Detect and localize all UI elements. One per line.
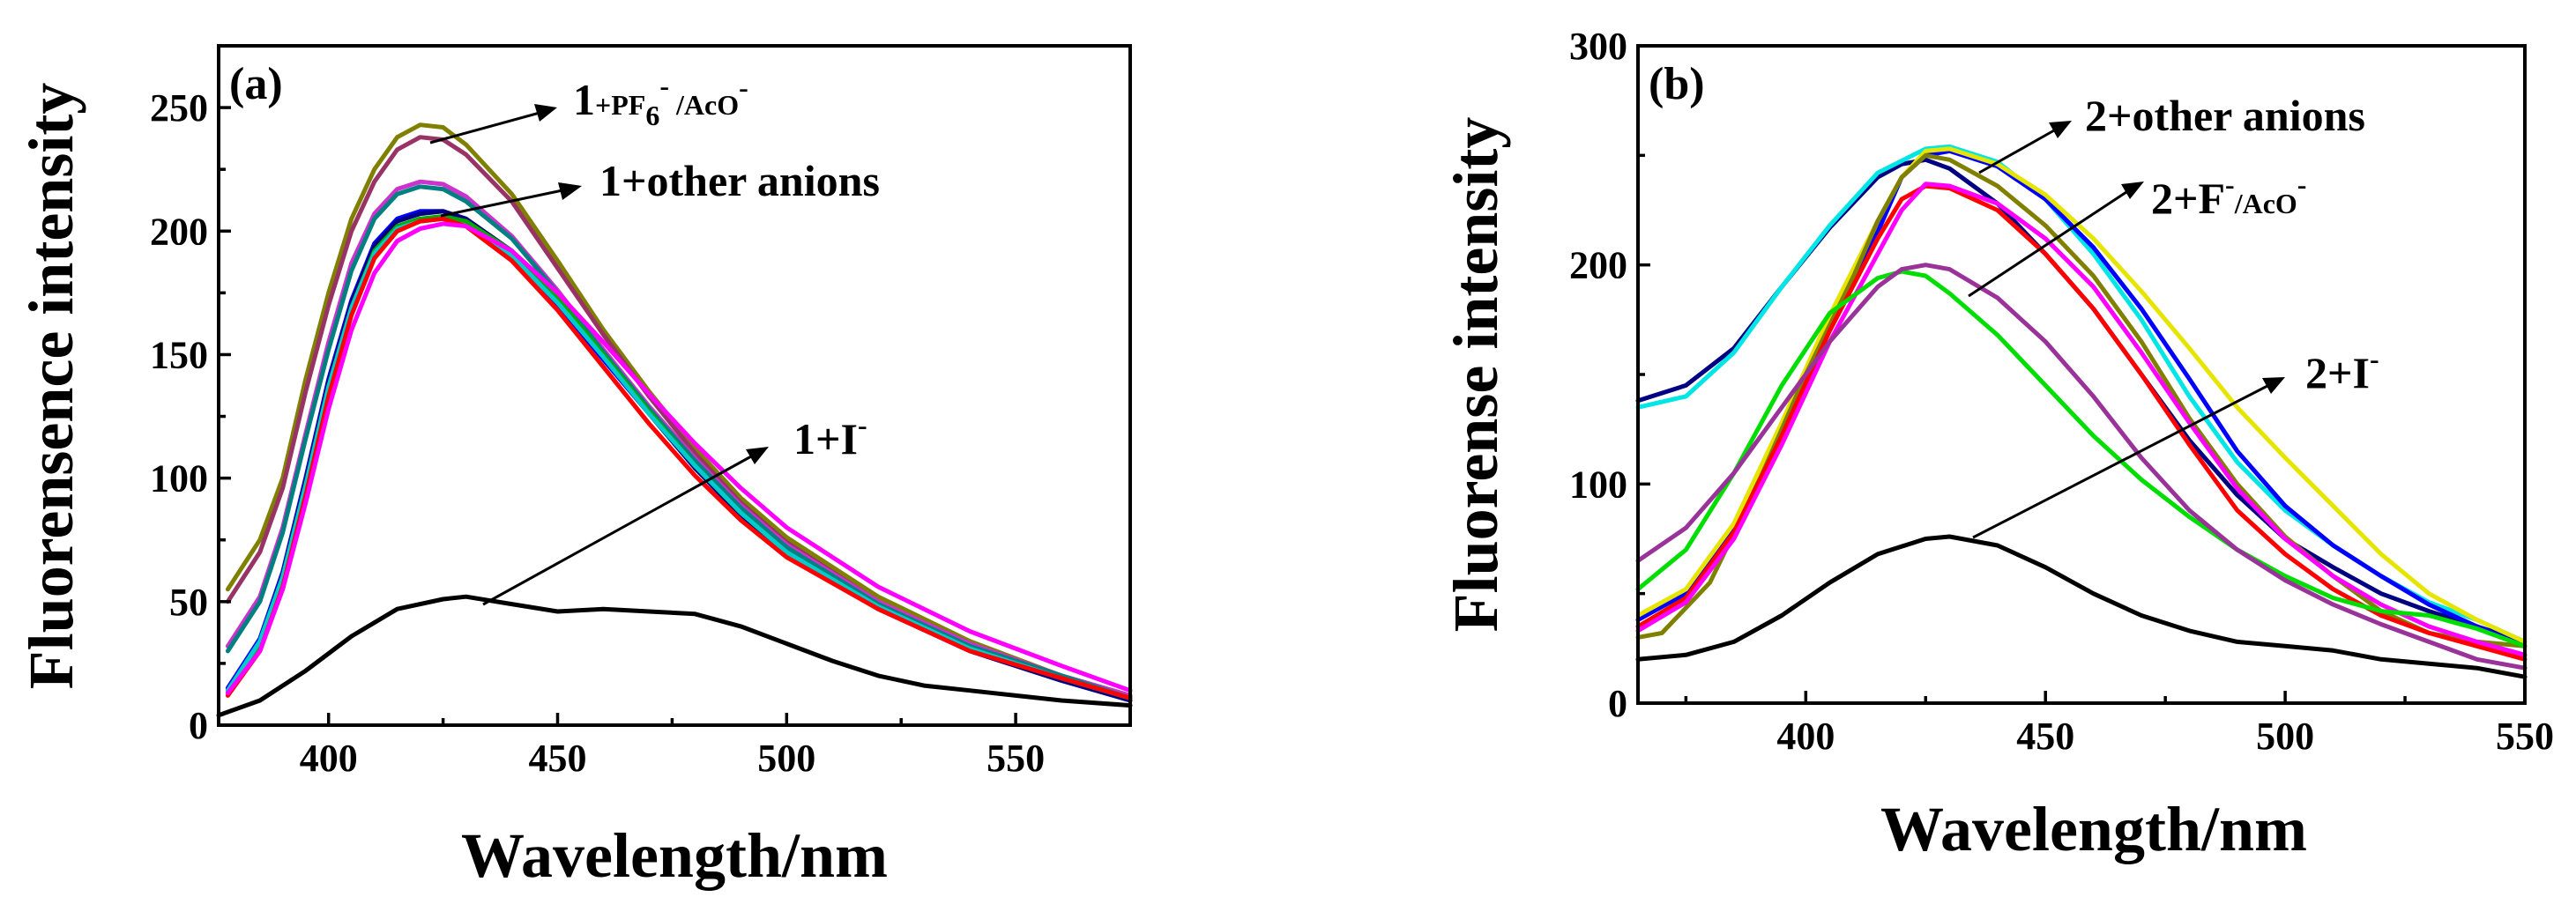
panel-a-curves <box>216 122 1133 718</box>
panel-b-series-2-i- <box>1635 534 2528 679</box>
panel-b-series-purple <box>1635 263 2528 671</box>
panel-b-chart: 400 450 500 550 0 100 200 300 (b) Wavelength/nm… <box>1441 25 2554 864</box>
panel-b-label-fluoride-sup: - <box>2225 168 2235 200</box>
panel-a-y-tick-label-50: 50 <box>169 581 208 624</box>
panel-b-arrowhead-fluoride-acetate <box>2121 182 2144 199</box>
panel-a-arrow-other-anions <box>440 189 563 218</box>
panel-a-label-iodide-sup: - <box>858 409 867 441</box>
panel-a-y-tick-label-100: 100 <box>150 457 208 500</box>
panel-b-series-green <box>1635 269 2528 648</box>
panel-b-arrow-other-anions <box>1978 129 2055 174</box>
panel-b-label-iodide-main: 2+I <box>2305 348 2370 397</box>
panel-a-y-axis-title: Fluorensence intensity <box>16 83 86 690</box>
panel-b-y-tick-label-0: 0 <box>1608 682 1627 725</box>
panel-b-x-tick-label-400: 400 <box>1776 715 1835 758</box>
panel-b-x-axis-title: Wavelength/nm <box>1880 794 2307 864</box>
panel-b-x-tick-label-450: 450 <box>2016 715 2074 758</box>
panel-a-x-axis-title: Wavelength/nm <box>461 820 888 891</box>
panel-a-series-1-i- <box>216 594 1133 718</box>
panel-a-series-magenta <box>225 221 1133 696</box>
panel-a-y-tick-label-250: 250 <box>150 86 208 130</box>
panel-a-series-teal <box>225 184 1133 700</box>
panel-a-series-red <box>225 216 1133 700</box>
panel-b-arrow-fluoride-acetate <box>1968 190 2127 298</box>
panel-b-curves <box>1635 144 2528 679</box>
panel-a-label-iodide-main: 1+I <box>793 414 858 463</box>
panel-a-label-pf6-rest: /AcO <box>669 89 739 121</box>
panel-a-arrowhead-iodide <box>746 447 769 464</box>
panel-a-series-1-pf6- <box>225 122 1133 698</box>
panel-a-label-pf6-small: +PF <box>595 89 645 121</box>
panel-a-arrow-iodide <box>482 455 752 606</box>
panel-b-series-magenta <box>1635 182 2528 657</box>
panel-a-label-pf6-main: 1 <box>573 75 595 124</box>
panel-b-label-fluoride-main: 2+F <box>2151 174 2225 223</box>
panel-b-y-tick-label-200: 200 <box>1569 244 1627 287</box>
panel-b-label-iodide: 2+I- <box>2305 343 2379 397</box>
panel-a-label-iodide: 1+I- <box>793 409 867 463</box>
panel-a-plot-frame <box>217 44 1132 727</box>
panel-a-label-pf6-acetate: 1+PF6- /AcO- <box>573 70 748 131</box>
panel-b-arrowhead-iodide <box>2262 377 2285 394</box>
panel-b-label-fluoride-acetate: 2+F-/AcO- <box>2151 168 2306 223</box>
panel-a-x-tick-label-500: 500 <box>757 737 815 780</box>
panel-a-series-magenta-high <box>225 179 1133 698</box>
panel-a-x-tick-label-400: 400 <box>300 737 358 780</box>
panel-a-y-tick-label-0: 0 <box>189 704 208 747</box>
panel-b-label-acetate: /AcO <box>2234 188 2297 219</box>
panel-b-ticks: 400 450 500 550 0 100 200 300 <box>1569 25 2554 758</box>
panel-a-arrowhead-other-anions <box>558 182 582 200</box>
panel-a-arrow-pf6-acetate <box>429 111 540 145</box>
panel-a-ticks: 400 450 500 550 0 50 100 150 200 250 <box>150 86 1132 780</box>
panel-a-x-tick-label-450: 450 <box>529 737 587 780</box>
panel-a-y-tick-label-200: 200 <box>150 210 208 253</box>
panel-a-label-other-anions: 1+other anions <box>599 156 880 205</box>
panel-b-y-axis-title: Fluorense intensity <box>1441 117 1511 633</box>
panel-a-y-tick-label-150: 150 <box>150 333 208 376</box>
panel-a-label-pf6-sup: - <box>659 70 669 101</box>
panel-a-label: (a) <box>229 59 283 109</box>
panel-b-label-iodide-sup: - <box>2370 343 2379 374</box>
panel-a-label-acetate-sup: - <box>739 71 748 103</box>
panel-a-x-tick-label-550: 550 <box>986 737 1045 780</box>
panel-b-label: (b) <box>1649 59 1705 109</box>
panel-b-label-other-anions: 2+other anions <box>2085 91 2365 140</box>
panel-b-arrowhead-other-anions <box>2049 121 2072 138</box>
panel-a-label-pf6-sub: 6 <box>645 100 659 131</box>
panel-b-x-tick-label-550: 550 <box>2496 715 2554 758</box>
panel-a-arrowhead-pf6-acetate <box>534 104 557 122</box>
panel-a-chart: 400 450 500 550 0 50 100 150 200 250 (a) Waveleng… <box>16 44 1133 891</box>
panel-b-y-tick-label-300: 300 <box>1569 25 1627 68</box>
panel-b-plot-frame <box>1636 44 2527 705</box>
panel-b-series-olive <box>1635 152 2528 648</box>
panel-b-arrow-iodide <box>1972 384 2268 539</box>
panel-b-label-acetate-sup: - <box>2297 168 2307 200</box>
panel-b-y-tick-label-100: 100 <box>1569 463 1627 506</box>
panel-b-x-tick-label-500: 500 <box>2256 715 2314 758</box>
